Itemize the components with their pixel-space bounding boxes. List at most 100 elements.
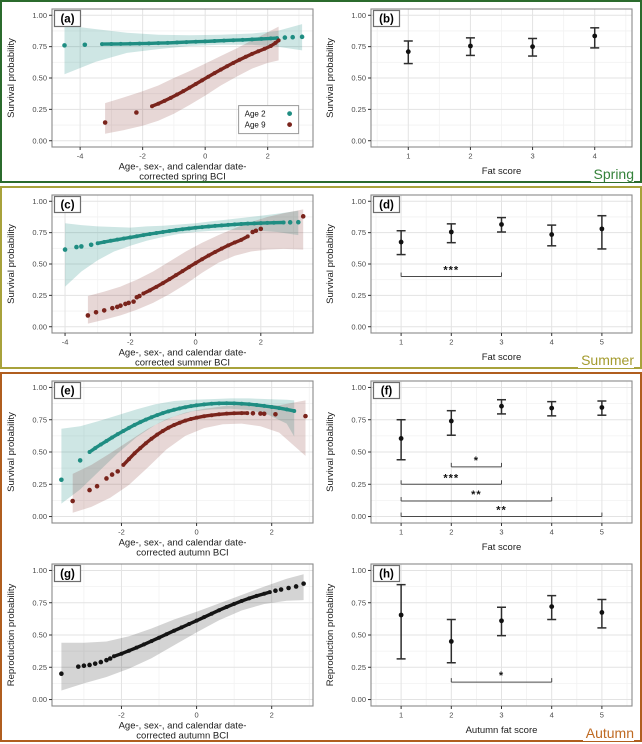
svg-text:2: 2 xyxy=(259,338,263,347)
svg-text:0: 0 xyxy=(194,528,198,537)
svg-text:-2: -2 xyxy=(127,338,134,347)
section-label-summer: Summer xyxy=(578,352,634,368)
svg-text:4: 4 xyxy=(550,338,554,347)
svg-text:-2: -2 xyxy=(139,152,146,161)
svg-text:3: 3 xyxy=(499,711,503,720)
autumn-row-1: -2 0 2 0.00 0.25 0.50 0.75 1.00 Survival probabi… xyxy=(2,374,640,557)
svg-text:1.00: 1.00 xyxy=(32,566,47,575)
svg-text:0: 0 xyxy=(193,338,197,347)
svg-text:5: 5 xyxy=(600,338,604,347)
svg-text:-2: -2 xyxy=(118,711,125,720)
svg-text:Survival probability: Survival probability xyxy=(325,412,336,492)
svg-text:1.00: 1.00 xyxy=(32,197,47,206)
svg-text:1: 1 xyxy=(406,152,410,161)
svg-text:-2: -2 xyxy=(118,528,125,537)
svg-text:Age-, sex-, and calendar date-: Age-, sex-, and calendar date- xyxy=(119,162,247,173)
svg-text:corrected autumn BCI: corrected autumn BCI xyxy=(136,548,228,558)
section-autumn: -2 0 2 0.00 0.25 0.50 0.75 1.00 Survival probabi… xyxy=(0,372,642,742)
svg-text:corrected spring BCI: corrected spring BCI xyxy=(139,172,226,182)
panel-g: -2 0 2 0.00 0.25 0.50 0.75 1.00 Reproduction pro… xyxy=(2,557,321,740)
svg-text:2: 2 xyxy=(449,711,453,720)
svg-text:Survival probability: Survival probability xyxy=(6,38,17,118)
svg-text:4: 4 xyxy=(593,152,597,161)
svg-text:-4: -4 xyxy=(62,338,69,347)
svg-text:1.00: 1.00 xyxy=(351,383,366,392)
chart-f-autumn-fatscore-survival: ********1 2 3 4 50.000.250.500.751.00Surviva… xyxy=(325,380,633,553)
svg-text:Reproduction probability: Reproduction probability xyxy=(6,584,17,687)
spring-row: -4 -2 0 2 0.00 0.25 0.50 0.75 1.00 Survival proba… xyxy=(2,2,640,181)
svg-text:(g): (g) xyxy=(60,569,75,581)
svg-text:0.00: 0.00 xyxy=(351,695,366,704)
svg-text:0.25: 0.25 xyxy=(32,105,47,114)
svg-text:0.75: 0.75 xyxy=(32,228,47,237)
svg-text:0.75: 0.75 xyxy=(351,415,366,424)
svg-text:Survival probability: Survival probability xyxy=(6,224,17,304)
chart-b-spring-fatscore-survival: 1 2 3 4 0.00 0.25 0.50 0.75 1.00 Survival probabi… xyxy=(325,8,633,177)
svg-text:(h): (h) xyxy=(379,569,394,581)
svg-text:(a): (a) xyxy=(60,14,74,26)
svg-text:0.50: 0.50 xyxy=(351,260,366,269)
svg-text:4: 4 xyxy=(550,528,554,537)
panel-f: * *** ** ** 1 2 3 4 5 0.00 0.25 0.50 0.75 1.00 Surviva… xyxy=(321,374,640,557)
svg-text:0.50: 0.50 xyxy=(32,74,47,83)
svg-text:***: *** xyxy=(443,472,459,484)
svg-text:1.00: 1.00 xyxy=(32,383,47,392)
svg-text:0.75: 0.75 xyxy=(351,42,366,51)
svg-text:(e): (e) xyxy=(60,386,74,398)
svg-text:0.25: 0.25 xyxy=(32,291,47,300)
svg-text:2: 2 xyxy=(468,152,472,161)
svg-text:0.00: 0.00 xyxy=(32,136,47,145)
svg-text:2: 2 xyxy=(266,152,270,161)
svg-text:5: 5 xyxy=(600,528,604,537)
autumn-row-2: -2 0 2 0.00 0.25 0.50 0.75 1.00 Reproduction pro… xyxy=(2,557,640,740)
svg-text:1: 1 xyxy=(399,528,403,537)
svg-text:Survival probability: Survival probability xyxy=(325,38,336,118)
svg-text:3: 3 xyxy=(499,338,503,347)
section-summer: -4 -2 0 2 0.00 0.25 0.50 0.75 1.00 Survival proba… xyxy=(0,186,642,369)
svg-text:0: 0 xyxy=(203,152,207,161)
svg-text:5: 5 xyxy=(600,711,604,720)
panel-d: *** 1 2 3 4 5 0.00 0.25 0.50 0.75 1.00 Survival pro… xyxy=(321,188,640,367)
chart-d-summer-fatscore-survival: *** 1 2 3 4 5 0.00 0.25 0.50 0.75 1.00 Survival pro… xyxy=(325,194,633,363)
svg-text:0.00: 0.00 xyxy=(351,322,366,331)
chart-a-spring-bci-survival: -4 -2 0 2 0.00 0.25 0.50 0.75 1.00 Survival proba… xyxy=(6,8,314,182)
svg-text:0.75: 0.75 xyxy=(351,598,366,607)
svg-text:*: * xyxy=(499,670,504,682)
svg-text:1.00: 1.00 xyxy=(351,11,366,20)
svg-text:0.00: 0.00 xyxy=(351,512,366,521)
svg-text:2: 2 xyxy=(270,528,274,537)
svg-text:0.75: 0.75 xyxy=(32,415,47,424)
svg-text:1.00: 1.00 xyxy=(32,11,47,20)
chart-c-summer-bci-survival: -4 -2 0 2 0.00 0.25 0.50 0.75 1.00 Survival proba… xyxy=(6,194,314,368)
svg-text:1.00: 1.00 xyxy=(351,197,366,206)
panel-e: -2 0 2 0.00 0.25 0.50 0.75 1.00 Survival probabi… xyxy=(2,374,321,557)
svg-text:2: 2 xyxy=(270,711,274,720)
svg-text:0.25: 0.25 xyxy=(351,105,366,114)
svg-text:corrected summer BCI: corrected summer BCI xyxy=(135,358,230,368)
svg-text:1: 1 xyxy=(399,338,403,347)
chart-h-autumn-fatscore-reproduction: * 1 2 3 4 5 0.00 0.25 0.50 0.75 1.00 Reproduction p… xyxy=(325,563,633,736)
section-label-autumn: Autumn xyxy=(582,725,634,741)
svg-text:Fat score: Fat score xyxy=(482,352,522,363)
svg-text:0.25: 0.25 xyxy=(32,480,47,489)
svg-text:0: 0 xyxy=(194,711,198,720)
svg-text:0.50: 0.50 xyxy=(351,448,366,457)
svg-text:(c): (c) xyxy=(60,200,74,212)
svg-text:Survival probability: Survival probability xyxy=(325,224,336,304)
chart-e-autumn-bci-survival: -2 0 2 0.00 0.25 0.50 0.75 1.00 Survival probabi… xyxy=(6,380,314,558)
svg-text:0.00: 0.00 xyxy=(32,695,47,704)
svg-text:Age 2: Age 2 xyxy=(245,110,266,119)
svg-text:(f): (f) xyxy=(381,386,393,398)
svg-text:0.50: 0.50 xyxy=(32,260,47,269)
svg-text:1: 1 xyxy=(399,711,403,720)
svg-text:Autumn fat score: Autumn fat score xyxy=(466,725,538,736)
svg-text:0.50: 0.50 xyxy=(351,74,366,83)
svg-text:-4: -4 xyxy=(77,152,84,161)
svg-text:(b): (b) xyxy=(379,14,394,26)
svg-text:0.50: 0.50 xyxy=(351,631,366,640)
summer-row: -4 -2 0 2 0.00 0.25 0.50 0.75 1.00 Survival proba… xyxy=(2,188,640,367)
svg-text:***: *** xyxy=(443,265,459,277)
chart-g-autumn-bci-reproduction: -2 0 2 0.00 0.25 0.50 0.75 1.00 Reproduction pro… xyxy=(6,563,314,740)
svg-text:**: ** xyxy=(471,489,482,501)
